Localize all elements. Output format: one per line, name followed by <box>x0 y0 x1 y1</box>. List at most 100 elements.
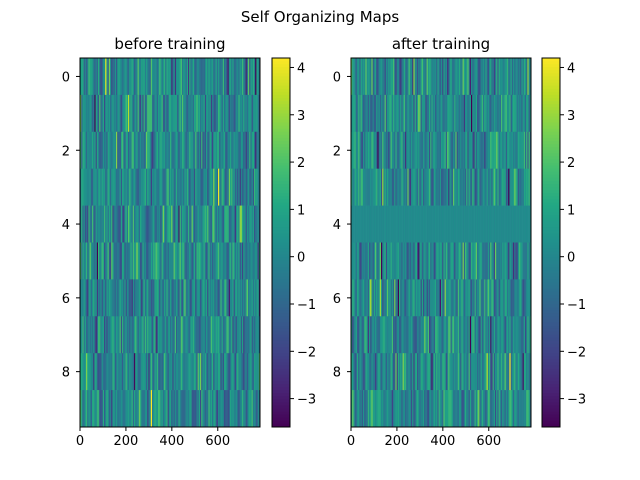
heatmap-cell <box>497 94 499 133</box>
colorbar-step <box>542 420 560 425</box>
heatmap-cell <box>249 58 251 96</box>
heatmap-cell <box>399 131 401 170</box>
heatmap-cell <box>492 316 495 354</box>
heatmap-cell <box>165 94 167 133</box>
heatmap-cell <box>456 94 459 133</box>
heatmap-cell <box>504 316 507 354</box>
heatmap-cell <box>105 58 107 96</box>
heatmap-cell <box>421 316 424 354</box>
colorbar-step <box>272 356 290 360</box>
colorbar-tick-label: 0 <box>567 251 575 266</box>
heatmap-cell <box>430 94 432 133</box>
heatmap-cell <box>417 279 419 317</box>
heatmap-cell <box>528 353 531 391</box>
heatmap-cell <box>245 279 248 317</box>
heatmap-cell <box>421 390 424 428</box>
heatmap-cell <box>179 131 182 170</box>
heatmap-cell <box>435 131 437 170</box>
heatmap-cell <box>113 94 116 133</box>
heatmap-cell <box>224 205 226 243</box>
heatmap-cell <box>425 205 427 243</box>
heatmap-cell <box>479 58 481 96</box>
colorbar-step <box>272 137 290 142</box>
colorbar-step <box>272 331 290 336</box>
heatmap-cell <box>516 279 519 317</box>
heatmap-cell <box>197 242 200 280</box>
heatmap-cell <box>189 316 191 354</box>
heatmap-cell <box>167 316 170 354</box>
heatmap-cell <box>468 316 471 354</box>
heatmap-cell <box>528 131 531 170</box>
heatmap-cell <box>162 390 165 428</box>
heatmap-cell <box>372 353 375 391</box>
y-tick-label: 0 <box>62 70 70 85</box>
heatmap-cell <box>359 390 361 428</box>
heatmap-cell <box>477 131 479 170</box>
heatmap-cell <box>88 390 90 428</box>
heatmap-cell <box>129 390 131 428</box>
heatmap-cell <box>244 316 246 354</box>
heatmap-cell <box>184 131 186 170</box>
heatmap-cell <box>435 58 437 96</box>
heatmap-cell <box>158 390 160 428</box>
heatmap-cell <box>256 279 258 317</box>
heatmap-cell <box>472 390 474 428</box>
colorbar-step <box>272 113 290 117</box>
heatmap-cell <box>370 58 372 96</box>
colorbar-step <box>542 276 560 280</box>
heatmap-cell <box>469 94 472 133</box>
heatmap-cell <box>371 390 373 428</box>
heatmap-cell <box>403 205 406 243</box>
heatmap-cell <box>433 205 436 243</box>
heatmap-cell <box>232 205 234 243</box>
heatmap-cell <box>245 353 248 391</box>
x-tick-label: 200 <box>385 434 410 449</box>
heatmap-cell <box>226 353 228 391</box>
heatmap-cell <box>189 390 191 428</box>
heatmap-cell <box>426 279 429 317</box>
heatmap-cell <box>477 205 479 243</box>
heatmap-cell <box>457 316 460 354</box>
heatmap-cell <box>528 279 531 317</box>
heatmap-cell <box>401 316 403 354</box>
heatmap-cell <box>372 94 375 133</box>
colorbar-step <box>272 374 290 379</box>
heatmap-cell <box>213 279 215 317</box>
colorbar-step <box>542 245 560 250</box>
heatmap-cell <box>173 316 176 354</box>
heatmap-cell <box>82 242 84 280</box>
heatmap-cell <box>184 58 186 96</box>
heatmap-cell <box>94 242 96 280</box>
heatmap-cell <box>219 58 221 96</box>
heatmap-cell <box>353 279 355 317</box>
colorbar-step <box>272 254 290 259</box>
heatmap-cell <box>511 168 514 206</box>
heatmap-cell <box>250 242 252 280</box>
heatmap-cell <box>147 279 149 317</box>
heatmap-cell <box>408 279 411 317</box>
colorbar-step <box>272 230 290 234</box>
heatmap-cell <box>257 390 260 428</box>
heatmap-cell <box>364 94 366 133</box>
heatmap-cell <box>493 94 496 133</box>
heatmap-cell <box>441 131 443 170</box>
heatmap-cell <box>378 205 381 243</box>
heatmap-cell <box>141 316 143 354</box>
heatmap-cell <box>394 390 396 428</box>
heatmap-cell <box>427 131 430 170</box>
heatmap-cell <box>406 94 408 133</box>
heatmap-cell <box>412 390 414 428</box>
heatmap-cell <box>502 353 504 391</box>
heatmap-cell <box>220 279 222 317</box>
heatmap-cell <box>130 131 132 170</box>
heatmap-cell <box>445 58 448 96</box>
heatmap-cell <box>129 353 131 391</box>
heatmap-cell <box>188 205 190 243</box>
heatmap-cell <box>207 205 209 243</box>
heatmap-cell <box>353 242 355 280</box>
heatmap-cell <box>191 316 194 354</box>
heatmap-cell <box>132 316 135 354</box>
heatmap-cell <box>379 58 382 96</box>
heatmap-cell <box>376 131 378 170</box>
heatmap-cell <box>209 58 212 96</box>
